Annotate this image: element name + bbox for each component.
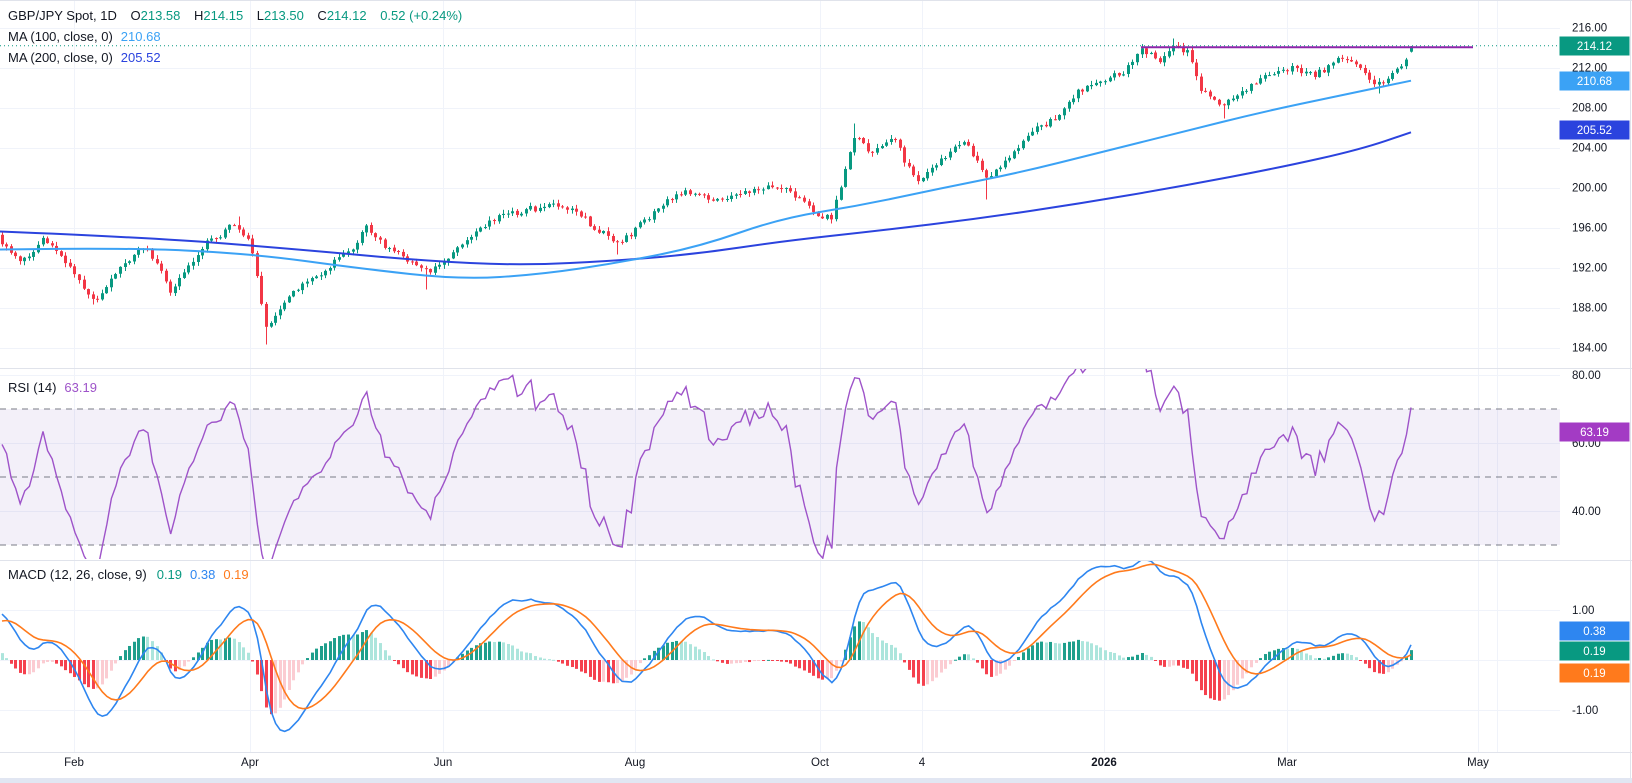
svg-text:192.00: 192.00	[1572, 263, 1607, 275]
rsi-value: 63.19	[64, 380, 97, 395]
ma200-label: MA (200, close, 0)	[8, 50, 113, 65]
macd-plot	[1, 561, 1413, 733]
change-value: 0.52 (+0.24%)	[380, 8, 463, 23]
macd-hist-value: 0.19	[156, 567, 183, 582]
ma100-value: 210.68	[120, 29, 161, 44]
macd-signal-value: 0.19	[223, 567, 249, 582]
svg-text:40.00: 40.00	[1572, 506, 1601, 518]
ma200-value: 205.52	[120, 50, 161, 65]
svg-text:May: May	[1467, 757, 1489, 769]
svg-text:208.00: 208.00	[1572, 103, 1607, 115]
moving-averages	[0, 79, 1412, 279]
ohlc-low: L213.50	[256, 8, 304, 23]
macd-line-value: 0.38	[190, 567, 216, 582]
svg-text:184.00: 184.00	[1572, 343, 1607, 355]
symbol-title: GBP/JPY Spot, 1D	[8, 8, 117, 23]
svg-text:205.52: 205.52	[1577, 125, 1612, 137]
ma100-legend-row[interactable]: MA (100, close, 0) 210.68	[8, 26, 462, 47]
svg-text:0.38: 0.38	[1583, 626, 1605, 638]
price-axis[interactable]: 216.00212.00208.00204.00200.00196.00192.…	[1572, 23, 1607, 718]
svg-text:210.68: 210.68	[1577, 76, 1612, 88]
svg-text:196.00: 196.00	[1572, 223, 1607, 235]
svg-text:4: 4	[919, 757, 926, 769]
axis-badge	[1559, 641, 1630, 661]
svg-text:200.00: 200.00	[1572, 183, 1607, 195]
svg-text:Aug: Aug	[625, 757, 645, 769]
main-legend[interactable]: GBP/JPY Spot, 1D O213.58 H214.15 L213.50…	[8, 5, 462, 68]
axis-badge	[1559, 422, 1630, 442]
price-levels[interactable]	[0, 45, 1560, 49]
svg-text:2026: 2026	[1091, 757, 1117, 769]
svg-text:204.00: 204.00	[1572, 143, 1607, 155]
ohlc-close: C214.12	[317, 8, 367, 23]
svg-text:0.19: 0.19	[1583, 646, 1605, 658]
svg-text:Apr: Apr	[241, 757, 259, 769]
svg-text:1.00: 1.00	[1572, 605, 1594, 617]
rsi-plot	[1, 369, 1412, 559]
rsi-legend[interactable]: RSI (14) 63.19	[8, 380, 97, 395]
macd-label: MACD (12, 26, close, 9)	[8, 567, 147, 582]
svg-text:63.19: 63.19	[1580, 427, 1609, 439]
svg-text:0.19: 0.19	[1583, 668, 1605, 680]
svg-text:-1.00: -1.00	[1572, 705, 1598, 717]
axis-badge	[1559, 36, 1630, 56]
ohlc-open: O213.58	[130, 8, 181, 23]
axis-badge	[1559, 71, 1630, 91]
time-axis[interactable]: Feb Apr Jun Aug Oct 4 2026 Mar May	[64, 757, 1489, 769]
axis-badge	[1559, 120, 1630, 140]
symbol-row[interactable]: GBP/JPY Spot, 1D O213.58 H214.15 L213.50…	[8, 5, 462, 26]
svg-text:Mar: Mar	[1277, 757, 1297, 769]
axis-badge	[1559, 663, 1630, 683]
rsi-band	[0, 408, 1560, 546]
svg-text:Oct: Oct	[811, 757, 830, 769]
axis-badge	[1559, 621, 1630, 641]
svg-text:214.12: 214.12	[1577, 41, 1612, 53]
ohlc-high: H214.15	[194, 8, 244, 23]
svg-text:216.00: 216.00	[1572, 23, 1607, 35]
macd-legend[interactable]: MACD (12, 26, close, 9) 0.19 0.38 0.19	[8, 567, 249, 582]
ma200-legend-row[interactable]: MA (200, close, 0) 205.52	[8, 47, 462, 68]
svg-text:188.00: 188.00	[1572, 303, 1607, 315]
svg-text:Feb: Feb	[64, 757, 84, 769]
axis-badges[interactable]: 214.12 210.68 205.52 63.19 0.38 0.19 0.19	[1559, 36, 1630, 683]
ma100-label: MA (100, close, 0)	[8, 29, 113, 44]
rsi-label: RSI (14)	[8, 380, 57, 395]
svg-text:80.00: 80.00	[1572, 370, 1601, 382]
svg-text:Jun: Jun	[434, 757, 453, 769]
